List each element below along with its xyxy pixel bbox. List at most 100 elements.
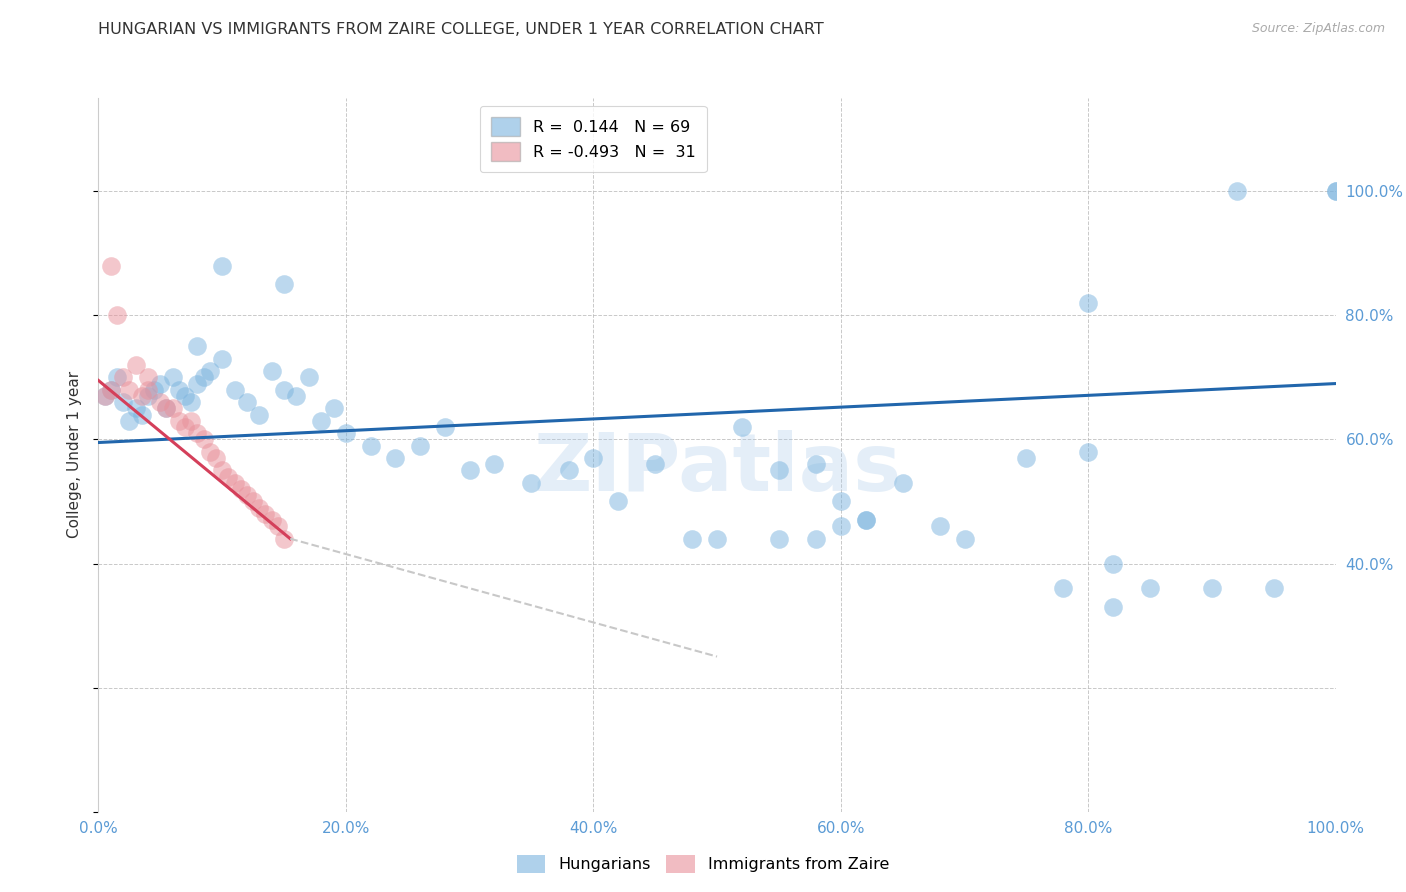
Point (731, 420, 754, 434)
Point (162, 401, 184, 416)
Point (1324, 184, 1347, 198)
Point (149, 376, 172, 391)
Text: ZIPatlas: ZIPatlas (533, 430, 901, 508)
Point (236, 488, 259, 502)
Point (180, 395, 202, 409)
Point (520, 475, 543, 490)
Point (1226, 184, 1249, 198)
Point (804, 532, 827, 546)
Point (100, 383, 122, 397)
Point (309, 414, 332, 428)
Point (167, 414, 190, 428)
Point (112, 395, 135, 409)
Point (1102, 599, 1125, 614)
Point (211, 351, 233, 366)
Point (217, 469, 239, 483)
Point (162, 370, 184, 384)
Point (198, 364, 221, 378)
Point (211, 463, 233, 477)
Point (855, 513, 877, 527)
Point (681, 532, 703, 546)
Point (224, 383, 246, 397)
Point (174, 389, 197, 403)
Legend: R =  0.144   N = 69, R = -0.493   N =  31: R = 0.144 N = 69, R = -0.493 N = 31 (479, 106, 707, 172)
Point (335, 426, 357, 441)
Point (186, 426, 208, 441)
Point (155, 401, 177, 416)
Point (186, 339, 208, 353)
Point (174, 420, 197, 434)
Point (136, 383, 159, 397)
Point (1102, 557, 1125, 571)
Point (855, 513, 877, 527)
Point (112, 370, 135, 384)
Y-axis label: College, Under 1 year: College, Under 1 year (67, 371, 83, 539)
Point (607, 494, 630, 508)
Point (1263, 582, 1285, 596)
Point (93, 389, 115, 403)
Point (247, 500, 270, 515)
Point (100, 259, 122, 273)
Point (322, 401, 344, 416)
Point (582, 450, 605, 465)
Point (143, 383, 166, 397)
Point (360, 439, 382, 453)
Point (186, 376, 208, 391)
Point (124, 401, 146, 416)
Point (118, 383, 141, 397)
Legend: Hungarians, Immigrants from Zaire: Hungarians, Immigrants from Zaire (510, 848, 896, 880)
Point (273, 532, 295, 546)
Point (224, 475, 246, 490)
Point (155, 401, 177, 416)
Point (100, 383, 122, 397)
Point (105, 370, 128, 384)
Point (193, 433, 215, 447)
Point (149, 395, 172, 409)
Point (180, 414, 202, 428)
Point (644, 457, 666, 471)
Point (254, 507, 277, 521)
Point (273, 277, 295, 292)
Point (706, 532, 728, 546)
Point (273, 383, 295, 397)
Point (211, 259, 233, 273)
Point (229, 482, 252, 496)
Point (118, 414, 141, 428)
Point (384, 450, 406, 465)
Point (136, 389, 159, 403)
Point (124, 358, 146, 372)
Point (131, 389, 153, 403)
Point (198, 445, 221, 459)
Point (891, 475, 914, 490)
Point (768, 463, 790, 477)
Point (236, 395, 259, 409)
Point (557, 463, 579, 477)
Point (928, 519, 950, 533)
Point (136, 370, 159, 384)
Point (1077, 296, 1099, 310)
Point (1015, 450, 1038, 465)
Text: HUNGARIAN VS IMMIGRANTS FROM ZAIRE COLLEGE, UNDER 1 YEAR CORRELATION CHART: HUNGARIAN VS IMMIGRANTS FROM ZAIRE COLLE… (98, 22, 824, 37)
Point (247, 408, 270, 422)
Point (1324, 184, 1347, 198)
Point (830, 519, 852, 533)
Point (433, 420, 456, 434)
Point (804, 457, 827, 471)
Point (267, 519, 290, 533)
Point (1052, 582, 1074, 596)
Point (260, 364, 283, 378)
Point (167, 383, 190, 397)
Point (131, 408, 153, 422)
Text: Source: ZipAtlas.com: Source: ZipAtlas.com (1251, 22, 1385, 36)
Point (953, 532, 976, 546)
Point (484, 457, 506, 471)
Point (242, 494, 264, 508)
Point (1077, 445, 1099, 459)
Point (193, 370, 215, 384)
Point (298, 370, 321, 384)
Point (105, 308, 128, 322)
Point (458, 463, 481, 477)
Point (830, 494, 852, 508)
Point (1139, 582, 1161, 596)
Point (260, 513, 283, 527)
